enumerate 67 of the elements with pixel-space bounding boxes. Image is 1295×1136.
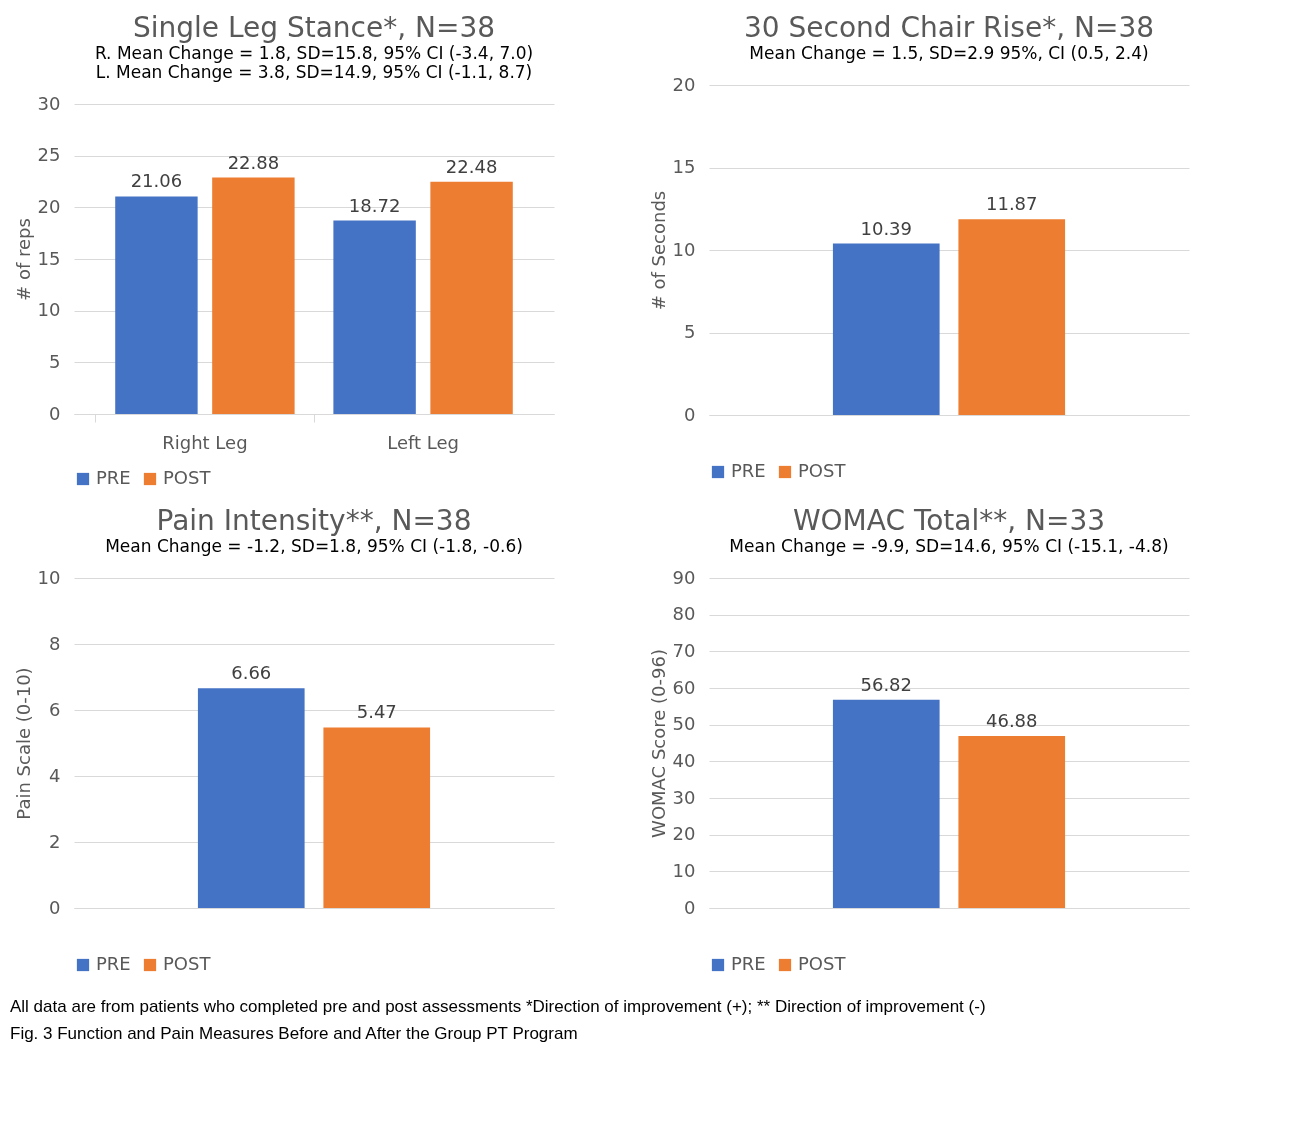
x-tick-label: Left Leg	[387, 431, 459, 453]
y-axis-title: # of reps	[12, 218, 34, 301]
y-tick-label: 15	[37, 247, 61, 269]
text: L. Mean Change = 3.8, SD=14.9, 95% CI (-1.1, 8.7)	[95, 62, 533, 82]
bar	[430, 181, 513, 414]
y-tick-label: 0	[49, 896, 61, 918]
data-label: 56.82	[860, 673, 913, 695]
y-tick-label: 0	[684, 896, 696, 918]
y-tick-label: 15	[672, 156, 696, 177]
y-axis-title: # of Seconds	[647, 190, 669, 311]
y-tick-label: 6	[49, 698, 61, 720]
legend-label: POST	[163, 467, 212, 488]
data-label: 22.88	[227, 151, 280, 173]
y-tick-label: 10	[672, 859, 696, 881]
text: All data are from patients who completed pre and post assessments *Direction of improvement (+); ** Direction of improvement (-)	[10, 996, 987, 1018]
y-tick-label: 50	[672, 713, 696, 735]
legend-label: PRE	[731, 953, 766, 974]
y-tick-label: 20	[672, 823, 696, 845]
chart-title: Single Leg Stance*, N=38	[132, 11, 496, 44]
bar	[333, 220, 416, 414]
y-tick-label: 4	[49, 764, 61, 786]
chart-title: WOMAC Total**, N=33	[792, 504, 1106, 537]
legend-label: PRE	[731, 460, 766, 481]
data-label: 10.39	[860, 217, 913, 239]
y-tick-label: 5	[684, 321, 696, 342]
y-tick-label: 40	[672, 749, 696, 771]
y-tick-label: 0	[684, 403, 696, 425]
legend-label: PRE	[96, 467, 131, 488]
y-tick-label: 20	[672, 73, 696, 95]
y-tick-label: 10	[37, 299, 61, 321]
data-label: 5.47	[356, 701, 397, 723]
legend-label: PRE	[96, 953, 131, 974]
y-tick-label: 0	[49, 402, 61, 424]
y-axis-title: WOMAC Score (0-96)	[647, 649, 669, 838]
legend-label: POST	[163, 953, 212, 974]
data-label: 6.66	[231, 662, 272, 684]
text: Mean Change = 1.5, SD=2.9 95%, CI (0.5, 2.4)	[749, 43, 1149, 63]
y-tick-label: 20	[37, 195, 61, 217]
y-tick-label: 25	[37, 144, 61, 166]
text: R. Mean Change = 1.8, SD=15.8, 95% CI (-3.4, 7.0)	[94, 43, 534, 63]
y-tick-label: 60	[672, 676, 696, 698]
caption: Fig. 3 Function and Pain Measures Before and After the Group PT Program	[10, 1023, 579, 1046]
y-tick-label: 90	[672, 566, 696, 588]
y-tick-label: 10	[672, 238, 696, 260]
chart-title: 30 Second Chair Rise*, N=38	[743, 11, 1155, 44]
bar	[115, 196, 198, 414]
text: Mean Change = -1.2, SD=1.8, 95% CI (-1.8, -0.6)	[105, 536, 523, 556]
y-tick-label: 80	[672, 603, 696, 625]
y-tick-label: 2	[49, 830, 61, 852]
data-label: 11.87	[985, 193, 1038, 215]
legend-label: POST	[798, 460, 847, 481]
chart-title: Pain Intensity**, N=38	[156, 504, 472, 537]
data-label: 22.48	[445, 155, 498, 177]
legend-label: POST	[798, 953, 847, 974]
data-label: 21.06	[130, 170, 183, 192]
y-tick-label: 10	[37, 566, 61, 588]
y-tick-label: 30	[37, 92, 61, 114]
y-tick-label: 30	[672, 786, 696, 808]
y-tick-label: 5	[49, 350, 61, 372]
bar	[212, 177, 295, 414]
y-axis-title: Pain Scale (0-10)	[12, 667, 34, 820]
y-tick-label: 8	[49, 632, 61, 654]
data-label: 46.88	[985, 710, 1038, 732]
text: Mean Change = -9.9, SD=14.6, 95% CI (-15.1, -4.8)	[729, 536, 1169, 556]
y-tick-label: 70	[672, 639, 696, 661]
x-tick-label: Right Leg	[162, 431, 248, 453]
data-label: 18.72	[348, 194, 401, 216]
